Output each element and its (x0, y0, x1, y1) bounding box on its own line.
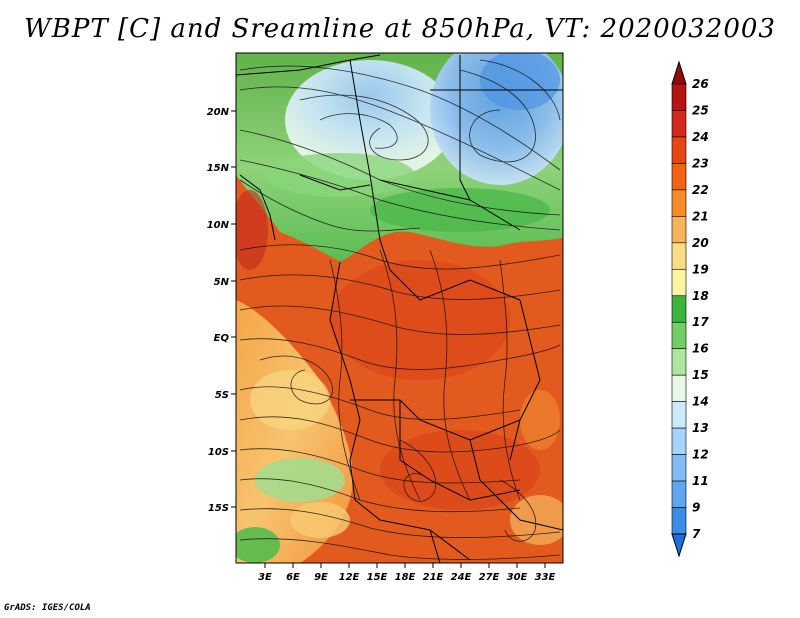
lon-label: 6E (286, 572, 300, 583)
colorbar-label: 7 (692, 527, 701, 541)
map-title: WBPT [C] and Sreamline at 850hPa, VT: 20… (24, 14, 776, 44)
lat-label: 15S (208, 503, 229, 514)
colorbar-label: 14 (692, 395, 709, 409)
wbpt-field (236, 53, 563, 563)
colorbar-label: 17 (692, 315, 709, 329)
colorbar-cell (671, 268, 687, 297)
colorbar-cell (671, 216, 687, 244)
colorbar-label: 25 (692, 103, 709, 117)
colorbar-cell (671, 60, 687, 85)
lon-label: 12E (339, 572, 360, 583)
lat-label: 20N (207, 107, 230, 118)
colorbar-cell (671, 454, 687, 482)
colorbar-label: 11 (692, 474, 709, 488)
colorbar-label: 24 (692, 130, 709, 144)
lat-label: 10S (208, 447, 229, 458)
lat-label: 5S (215, 390, 229, 401)
colorbar-cell (671, 321, 687, 350)
colorbar-cell (671, 374, 687, 402)
lon-label: 24E (451, 572, 472, 583)
colorbar-cell (671, 163, 687, 191)
colorbar-cell (671, 242, 687, 270)
lat-label: 15N (207, 163, 230, 174)
streamlines (239, 59, 561, 560)
colorbar-cell (671, 83, 687, 111)
colorbar-label: 16 (692, 342, 709, 356)
lon-label: 9E (314, 572, 328, 583)
colorbar-label: 26 (692, 77, 709, 91)
colorbar-cell (671, 480, 687, 508)
lon-label: 27E (479, 572, 500, 583)
colorbar-label: 9 (692, 501, 700, 515)
country-borders (236, 54, 563, 563)
lon-label: 18E (395, 572, 416, 583)
longitude-axis: 3E 6E 9E 12E 15E 18E 21E 24E 27E 30E 33E (258, 563, 556, 583)
colorbar-cell (671, 427, 687, 455)
lon-label: 30E (507, 572, 528, 583)
colorbar-cell (671, 507, 687, 535)
colorbar-label: 22 (692, 183, 709, 197)
lon-label: 15E (367, 572, 388, 583)
latitude-axis: 20N 15N 10N 5N EQ 5S 10S 15S (207, 107, 236, 514)
colorbar-label: 23 (692, 156, 709, 170)
colorbar-cell (671, 189, 687, 217)
lon-label: 21E (423, 572, 444, 583)
map-frame (235, 52, 564, 564)
colorbar-label: 12 (692, 448, 709, 462)
credit-text: GrADS: IGES/COLA (4, 603, 91, 613)
colorbar-label: 15 (692, 368, 709, 382)
colorbar-label: 18 (692, 289, 709, 303)
lat-label: 10N (207, 220, 230, 231)
lat-label: 5N (214, 277, 230, 288)
colorbar-label: 13 (692, 421, 709, 435)
lon-label: 33E (535, 572, 556, 583)
colorbar-cell (671, 401, 687, 429)
colorbar: 7 9 11 12 13 14 15 16 17 18 19 20 21 22 23 24 25 26 (671, 60, 709, 558)
colorbar-cell (671, 348, 687, 376)
colorbar-cell (671, 533, 687, 558)
lon-label: 3E (258, 572, 272, 583)
colorbar-cell (671, 110, 687, 138)
colorbar-cell (671, 136, 687, 164)
lat-label: EQ (214, 333, 230, 344)
colorbar-cell (671, 295, 687, 323)
colorbar-label: 19 (692, 262, 709, 276)
colorbar-label: 20 (692, 236, 709, 250)
colorbar-label: 21 (692, 209, 709, 223)
